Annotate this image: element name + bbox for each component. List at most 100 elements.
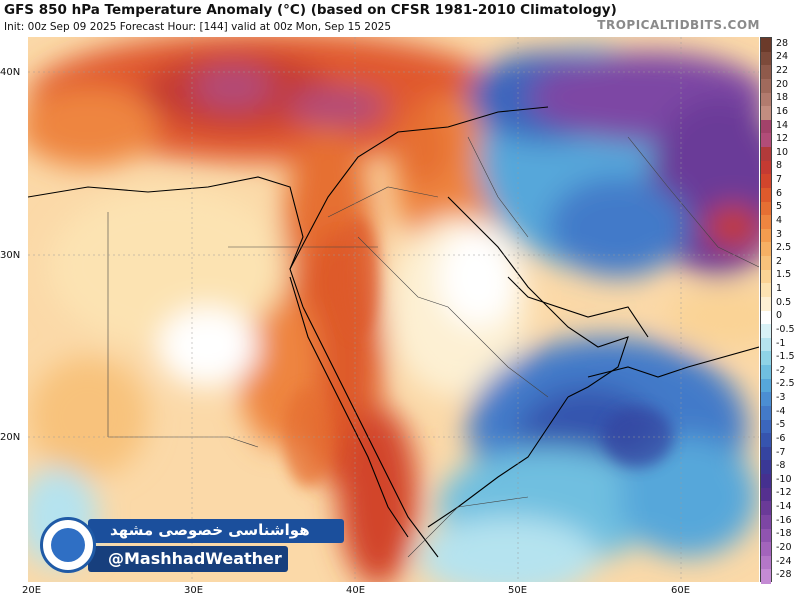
color-bar-tick-label: -8 [776,460,786,472]
color-bar-swatch [761,187,771,202]
color-bar-tick-label: -18 [776,528,792,540]
color-bar-tick-label: -24 [776,555,792,567]
color-bar-swatch [761,256,771,271]
color-bar-tick-label: 2.5 [776,242,792,254]
color-bar-tick-label: 8 [776,160,783,172]
color-bar-tick-label: -3 [776,392,786,404]
color-bar-swatch [761,51,771,66]
badge-title: هواشناسی خصوصی مشهد [110,521,310,539]
color-bar-tick-label: 2 [776,255,783,267]
color-bar-tick-label: -5 [776,419,786,431]
color-bar-swatch [761,514,771,529]
color-bar-swatch [761,38,771,53]
color-bar-swatch [761,337,771,352]
color-bar-swatch [761,324,771,339]
color-bar-swatch [761,392,771,407]
color-bar-swatch [761,78,771,93]
color-bar-swatch [761,555,771,570]
color-bar-swatch [761,174,771,189]
graticule [28,37,759,582]
brand-label: TROPICALTIDBITS.COM [597,18,760,32]
color-bar-tick-label: 10 [776,146,789,158]
color-bar-swatch [761,296,771,311]
color-bar-swatch [761,446,771,461]
color-bar-tick-label: -0.5 [776,323,795,335]
lon-label-30e: 30E [184,585,204,596]
color-bar-tick-label: 6 [776,187,783,199]
color-bar-swatch [761,242,771,257]
color-bar-swatch [761,133,771,148]
anomaly-map [28,37,759,582]
color-bar-swatch [761,460,771,475]
color-bar-swatch [761,351,771,366]
badge-handle: @MashhadWeather [108,549,282,568]
lat-label-30n: 30N [0,250,21,261]
color-bar-swatch [761,433,771,448]
color-bar-swatch [761,487,771,502]
map-title: GFS 850 hPa Temperature Anomaly (°C) (ba… [4,2,617,18]
color-bar-swatch [761,542,771,557]
color-bar-tick-label: -16 [776,514,792,526]
color-bar-tick-label: -7 [776,446,786,458]
color-bar-swatch [761,365,771,380]
color-bar-tick-label: 5 [776,201,783,213]
color-bar-tick-label: 22 [776,65,789,77]
color-bar-swatch [761,269,771,284]
color-bar-swatch [761,501,771,516]
color-bar-swatch [761,106,771,121]
color-bar-swatch [761,160,771,175]
color-bar-tick-label: 14 [776,119,789,131]
color-bar-swatch [761,215,771,230]
badge-handle-bar [88,546,288,572]
lat-label-20n: 20N [0,432,21,443]
color-bar-tick-label: 1 [776,283,783,295]
lon-label-60e: 60E [671,585,691,596]
color-bar-swatch [761,228,771,243]
color-bar-tick-label: -2 [776,364,786,376]
color-bar-tick-label: -4 [776,405,786,417]
lon-label-20e: 20E [22,585,42,596]
color-bar-tick-label: 20 [776,78,789,90]
color-bar-tick-label: -14 [776,501,792,513]
map-canvas [28,37,759,582]
color-bar-swatch [761,378,771,393]
color-bar-tick-label: -28 [776,569,792,581]
color-bar-tick-label: -6 [776,432,786,444]
color-bar-swatch [761,119,771,134]
color-bar-tick-label: -1.5 [776,351,795,363]
color-bar-swatch [761,201,771,216]
header: GFS 850 hPa Temperature Anomaly (°C) (ba… [0,0,800,38]
color-bar-tick-label: -10 [776,473,792,485]
badge-title-bar [88,519,344,543]
color-bar-tick-label: 0.5 [776,296,792,308]
color-bar-swatch [761,405,771,420]
color-bar-swatch [761,147,771,162]
color-bar-tick-label: 4 [776,214,783,226]
color-bar-tick-label: 12 [776,133,789,145]
lon-label-40e: 40E [346,585,366,596]
color-bar [760,37,772,584]
color-bar-tick-label: 18 [776,92,789,104]
color-bar-tick-label: -12 [776,487,792,499]
badge-logo [40,517,96,573]
color-bar-tick-label: -20 [776,541,792,553]
color-bar-swatch [761,569,771,584]
color-bar-tick-label: -1 [776,337,786,349]
color-bar-tick-label: 7 [776,174,783,186]
lon-label-50e: 50E [508,585,528,596]
color-bar-tick-label: 0 [776,310,783,322]
map-subtitle: Init: 00z Sep 09 2025 Forecast Hour: [14… [4,21,392,33]
color-bar-tick-label: 28 [776,37,789,49]
color-bar-swatch [761,92,771,107]
color-bar-tick-label: 3 [776,228,783,240]
color-bar-swatch [761,310,771,325]
coastlines [28,106,759,558]
color-bar-tick-label: 16 [776,105,789,117]
color-bar-swatch [761,474,771,489]
color-bar-swatch [761,65,771,80]
color-bar-swatch [761,283,771,298]
color-bar-swatch [761,528,771,543]
color-bar-tick-label: -2.5 [776,378,795,390]
watermark-badge: هواشناسی خصوصی مشهد @MashhadWeather [40,513,350,577]
color-bar-tick-label: 1.5 [776,269,792,281]
